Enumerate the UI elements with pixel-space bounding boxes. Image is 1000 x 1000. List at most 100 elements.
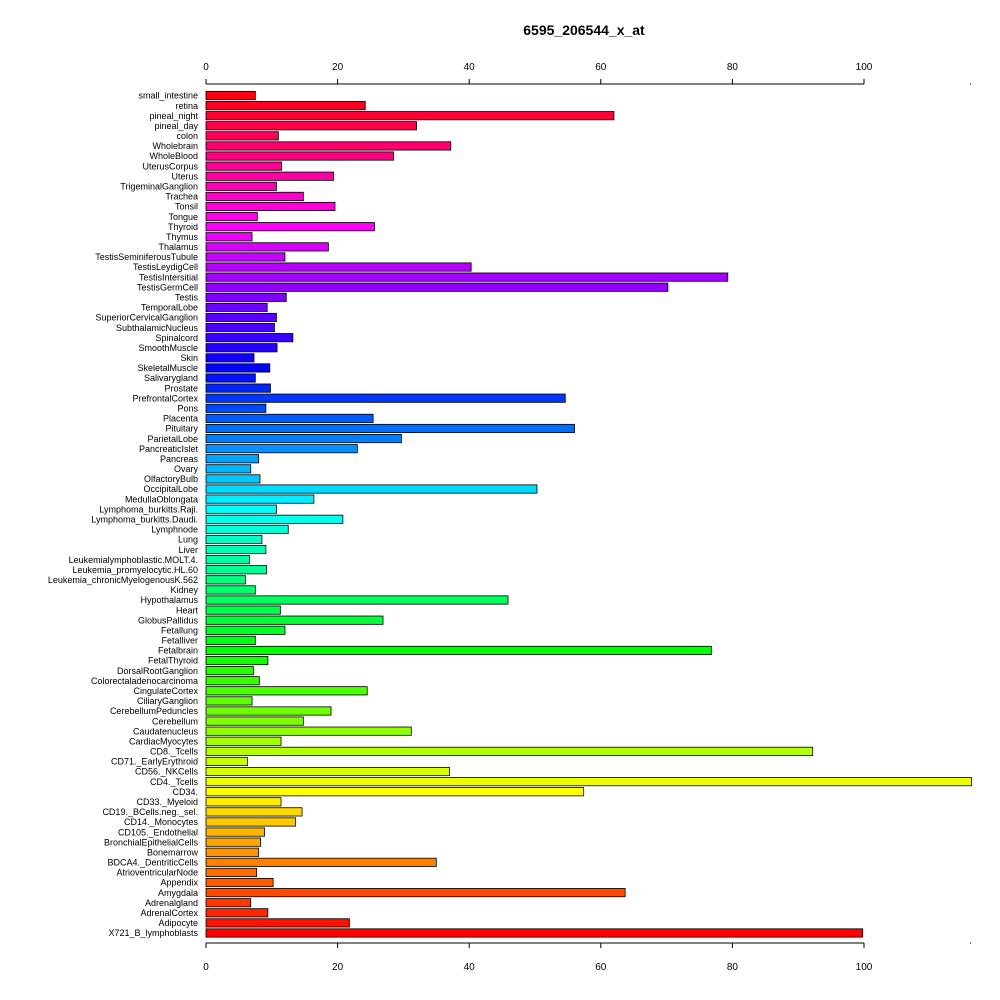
bar [205, 282, 669, 292]
category-label: DorsalRootGanglion [117, 666, 198, 676]
bar [205, 666, 254, 676]
bar [205, 373, 256, 383]
category-label: Thyroid [168, 222, 198, 232]
bar [205, 222, 375, 232]
bar [205, 726, 412, 736]
category-label: Fetallung [161, 625, 198, 635]
bar [205, 312, 277, 323]
bar [205, 323, 275, 333]
top-axis: 0 20 40 60 80 100 [203, 62, 971, 85]
category-label: colon [176, 131, 198, 141]
bar [205, 696, 253, 706]
bar [205, 171, 335, 181]
category-label: FetalThyroid [148, 656, 198, 666]
category-label: Tonsil [175, 202, 198, 212]
category-label: CD4._Tcells [150, 777, 199, 787]
bar [205, 545, 267, 555]
bar [205, 494, 315, 504]
bar [205, 514, 344, 524]
bar [205, 777, 972, 787]
category-label: BDCA4._DentriticCells [107, 858, 198, 868]
category-label: Spinalcord [155, 333, 198, 343]
top-axis-tick-label: 40 [464, 62, 476, 73]
bottom-axis-tick-label: 20 [332, 962, 344, 973]
bar [205, 343, 278, 353]
bottom-axis-tick-label: 100 [856, 962, 873, 973]
bar [205, 877, 274, 888]
top-axis-tick-label: 100 [856, 62, 873, 73]
category-label: CD14._Monocytes [124, 817, 199, 827]
category-label: MedullaOblongata [125, 494, 198, 504]
bar [205, 867, 258, 877]
bar [205, 898, 252, 908]
bar [205, 262, 472, 272]
category-label: Thalamus [158, 242, 198, 252]
bar [205, 615, 384, 625]
category-label: Adipocyte [158, 918, 198, 928]
bar [205, 716, 304, 726]
category-label: Cerebellum [152, 716, 198, 726]
bar [205, 403, 267, 413]
bar [205, 353, 255, 363]
category-label: CD19._BCells.neg._sel. [102, 807, 198, 817]
category-label: Leukemia_promyelocytic.HL.60 [72, 565, 198, 575]
bar [205, 837, 262, 847]
category-label: Adrenalgland [145, 898, 198, 908]
category-label: CD33._Myeloid [136, 797, 198, 807]
bar [205, 817, 296, 827]
category-label: UterusCorpus [142, 161, 198, 171]
category-label: Bonemarrow [147, 847, 199, 857]
category-label: OlfactoryBulb [144, 474, 198, 484]
bar [205, 797, 282, 807]
category-label: Hypothalamus [140, 595, 198, 605]
category-label: Trachea [165, 192, 198, 202]
bottom-axis: 0 20 40 60 80 100 [203, 942, 971, 973]
bar [205, 585, 256, 595]
bars-group [205, 90, 972, 938]
bottom-axis-tick-label: 0 [203, 962, 209, 973]
bar [205, 444, 358, 454]
bar [205, 676, 260, 686]
bar [205, 888, 626, 898]
bar [205, 746, 814, 756]
bar [205, 201, 336, 212]
category-label: Prostate [164, 383, 198, 393]
bar [205, 111, 615, 121]
category-label: BronchialEpithelialCells [104, 837, 199, 847]
category-label: SmoothMuscle [138, 343, 198, 353]
bar [205, 766, 450, 777]
category-label: Fetalliver [161, 636, 198, 646]
category-label: retina [175, 101, 198, 111]
category-label: Tongue [168, 212, 198, 222]
bar [205, 252, 286, 262]
bar [205, 434, 402, 444]
bar [205, 191, 304, 201]
category-label: TestisLeydigCell [133, 262, 198, 272]
category-labels-group: small_intestineretinapineal_nightpineal_… [48, 91, 199, 938]
category-label: Uterus [171, 171, 198, 181]
category-label: TrigeminalGanglion [120, 182, 198, 192]
category-label: PrefrontalCortex [132, 393, 198, 403]
bar [205, 807, 303, 817]
category-label: SubthalamicNucleus [116, 323, 199, 333]
category-label: Colorectaladenocarcinoma [91, 676, 198, 686]
bar [205, 302, 268, 312]
category-label: Wholebrain [152, 141, 198, 151]
category-label: OccipitalLobe [143, 484, 198, 494]
category-label: small_intestine [138, 91, 198, 101]
bar [205, 827, 265, 837]
bar [205, 736, 282, 746]
bar [205, 242, 329, 252]
category-label: pineal_night [149, 111, 198, 121]
category-label: CD56._NKCells [135, 767, 199, 777]
bar [205, 534, 263, 545]
category-label: SuperiorCervicalGanglion [95, 313, 198, 323]
bottom-axis-tick-label: 60 [595, 962, 607, 973]
bar [205, 292, 287, 302]
category-label: Leukemia_chronicMyelogenousK.562 [48, 575, 198, 585]
bar [205, 555, 250, 565]
bar [205, 756, 248, 766]
category-label: TestisGermCell [137, 282, 198, 292]
category-label: X721_B_lymphoblasts [108, 928, 198, 938]
